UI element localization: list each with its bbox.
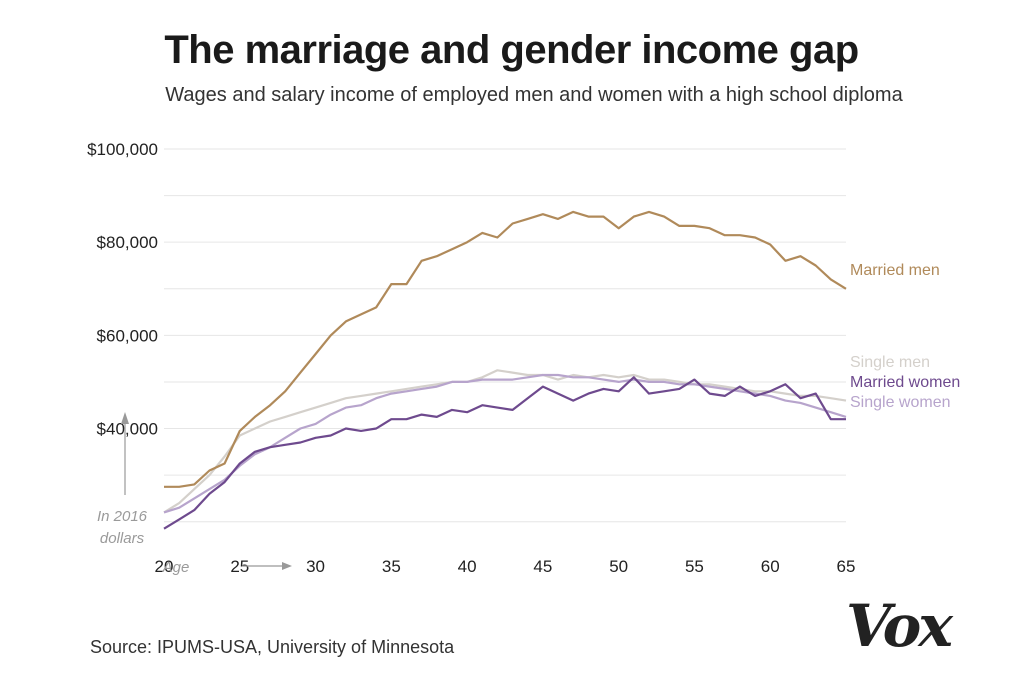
series-label-married-men: Married men xyxy=(850,262,940,279)
x-tick-label: 65 xyxy=(837,557,856,576)
series-line-single-men xyxy=(163,369,847,514)
y-tick-label: $40,000 xyxy=(97,420,158,439)
vox-logo: Vox xyxy=(846,592,953,660)
series-line-single-women xyxy=(163,373,847,514)
x-tick-label: 30 xyxy=(306,557,325,576)
x-axis-arrowhead xyxy=(282,562,292,570)
y-tick-label: $80,000 xyxy=(97,233,158,252)
y-axis-unit-label: In 2016 xyxy=(97,508,148,525)
series-label-married-women: Married women xyxy=(850,374,960,391)
x-tick-label: 20 xyxy=(155,557,174,576)
x-tick-label: 45 xyxy=(533,557,552,576)
series-line-married-women xyxy=(163,376,846,530)
y-tick-label: $60,000 xyxy=(97,326,158,345)
x-tick-label: 40 xyxy=(458,557,477,576)
y-axis-unit-label: dollars xyxy=(100,530,145,547)
series-label-single-women: Single women xyxy=(850,394,951,411)
series-label-single-men: Single men xyxy=(850,354,930,371)
x-tick-label: 25 xyxy=(230,557,249,576)
x-tick-label: 60 xyxy=(761,557,780,576)
x-axis-label: Age xyxy=(162,559,190,576)
source-note: Source: IPUMS-USA, University of Minneso… xyxy=(90,637,455,657)
x-tick-label: 35 xyxy=(382,557,401,576)
y-axis: $40,000 $60,000 $80,000 $100,000 In 2016 doll… xyxy=(87,140,158,547)
series-line-married-men xyxy=(164,210,847,488)
x-axis: 20 25 30 35 40 45 50 55 60 65 Age xyxy=(155,557,856,576)
y-tick-label: $100,000 xyxy=(87,140,158,159)
series-labels: Married men Single men Married women Single… xyxy=(850,262,960,411)
y-axis-arrowhead xyxy=(121,412,129,424)
x-tick-label: 50 xyxy=(609,557,628,576)
x-tick-label: 55 xyxy=(685,557,704,576)
series-lines xyxy=(163,210,847,530)
gridlines xyxy=(164,148,846,523)
chart-subtitle: Wages and salary income of employed men … xyxy=(165,84,903,106)
chart-title: The marriage and gender income gap xyxy=(164,28,859,72)
